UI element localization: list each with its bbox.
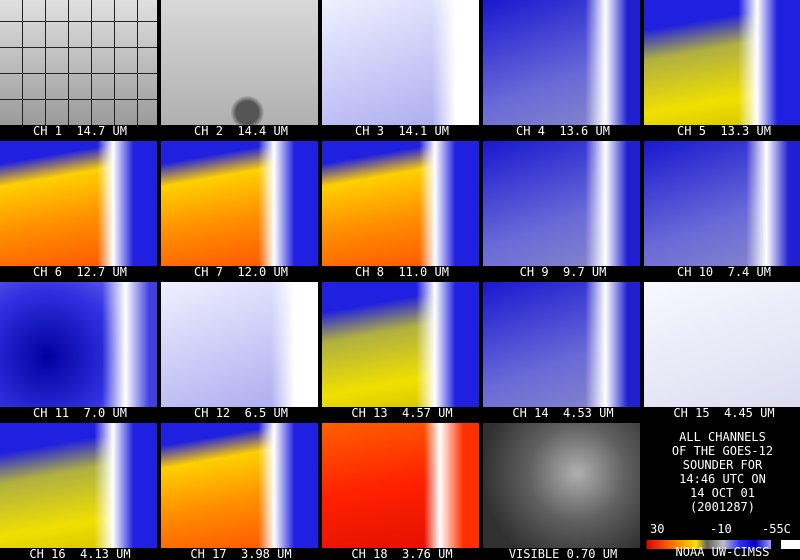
channel-image (161, 141, 318, 266)
color-bar-label: 30 (650, 522, 665, 536)
channel-image (322, 0, 479, 125)
channel-label: CH 11 7.0 UM (33, 406, 127, 420)
channel-image (483, 282, 640, 407)
credit: NOAA UW-CIMSS (675, 545, 770, 559)
channel-image (161, 423, 318, 548)
info-line: 14 OCT 01 (689, 486, 756, 500)
channel-label: CH 4 13.6 UM (516, 124, 610, 138)
channel-image (644, 282, 800, 407)
channel-label: CH 12 6.5 UM (194, 406, 288, 420)
channel-image (0, 141, 157, 266)
channel-label: CH 10 7.4 UM (677, 265, 771, 279)
channel-label: CH 5 13.3 UM (677, 124, 771, 138)
channel-image (0, 423, 157, 548)
channel-label: CH 8 11.0 UM (355, 265, 449, 279)
channel-image (0, 0, 157, 125)
channel-image (161, 282, 318, 407)
channel-image (322, 282, 479, 407)
info-line: (2001287) (689, 500, 756, 514)
color-bar (640, 540, 800, 549)
info-line: 14:46 UTC ON (679, 472, 766, 486)
channel-label: CH 6 12.7 UM (33, 265, 127, 279)
channel-label: CH 13 4.57 UM (351, 406, 453, 420)
channel-image (322, 423, 479, 548)
channel-label: CH 15 4.45 UM (673, 406, 775, 420)
channel-label: CH 14 4.53 UM (512, 406, 614, 420)
channel-image (483, 423, 640, 548)
channel-label: CH 16 4.13 UM (29, 547, 131, 560)
channel-label: CH 3 14.1 UM (355, 124, 449, 138)
info-line: SOUNDER FOR (682, 458, 763, 472)
channel-image (483, 0, 640, 125)
channel-label: CH 1 14.7 UM (33, 124, 127, 138)
info-line: ALL CHANNELS (679, 430, 766, 444)
channel-label: CH 2 14.4 UM (194, 124, 288, 138)
info-line: OF THE GOES-12 (671, 444, 774, 458)
channel-label: VISIBLE 0.70 UM (508, 547, 618, 560)
channel-image (161, 0, 318, 125)
channel-label: CH 18 3.76 UM (351, 547, 453, 560)
channel-image (0, 282, 157, 407)
channel-label: CH 9 9.7 UM (519, 265, 607, 279)
channel-label: CH 7 12.0 UM (194, 265, 288, 279)
channel-image (644, 0, 800, 125)
channel-image (483, 141, 640, 266)
color-bar-label: -10 (710, 522, 732, 536)
color-bar-label: -55C (762, 522, 791, 536)
channel-label: CH 17 3.98 UM (190, 547, 292, 560)
channel-image (322, 141, 479, 266)
channel-image (644, 141, 800, 266)
